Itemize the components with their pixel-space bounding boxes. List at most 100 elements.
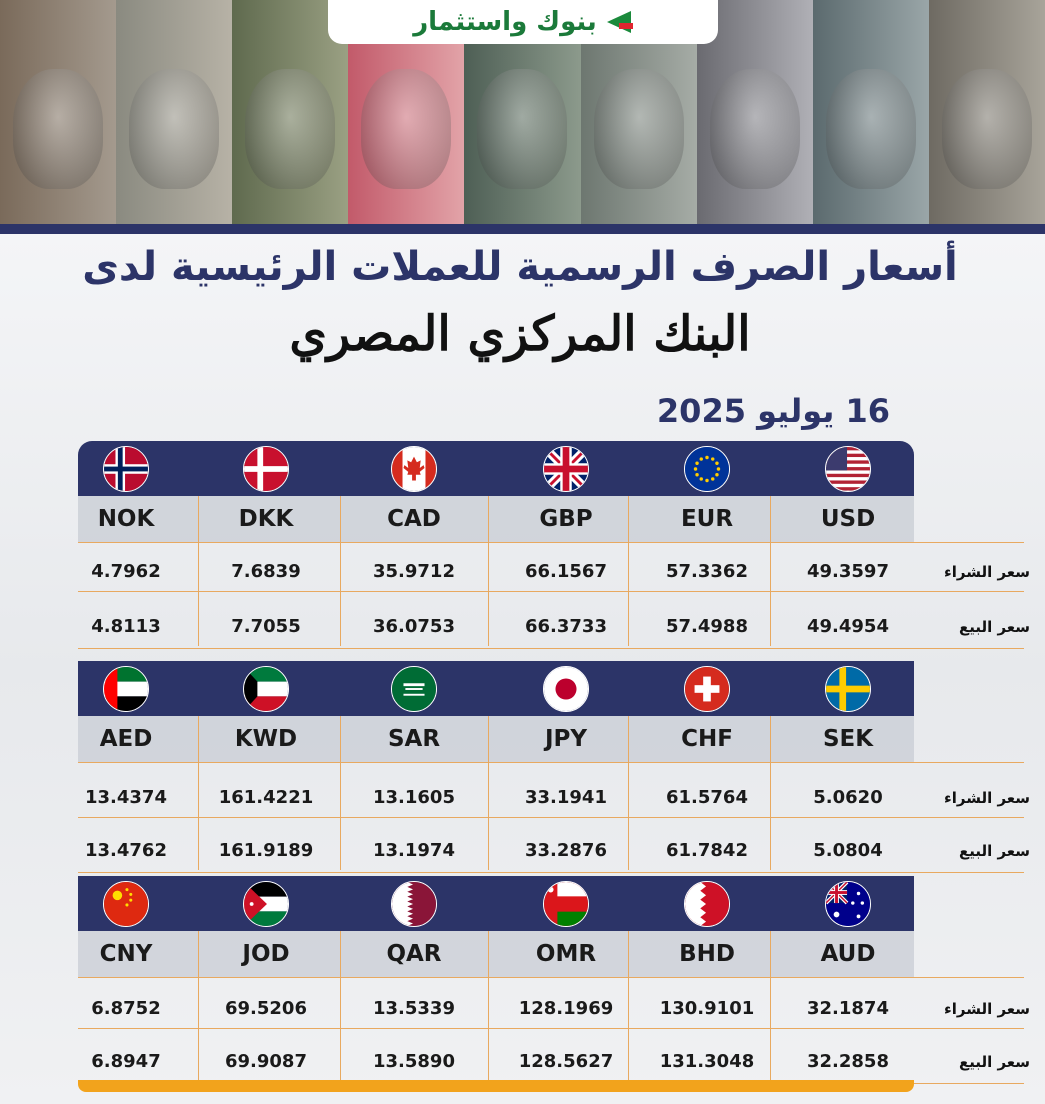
buy-rate-value: 13.1605 <box>373 787 455 808</box>
sell-rate-value: 57.4988 <box>666 616 748 637</box>
bank-name: البنك المركزي المصري <box>289 306 751 362</box>
sell-rate-value: 13.5890 <box>373 1051 455 1072</box>
column-divider <box>488 716 489 870</box>
banner-portrait-8 <box>812 0 929 230</box>
buy-rate-value: 128.1969 <box>518 998 614 1019</box>
row-divider <box>78 542 1024 543</box>
sell-rate-value: 13.1974 <box>373 840 455 861</box>
flag-header-bar <box>78 661 914 716</box>
column-divider <box>628 716 629 870</box>
currency-code: CAD <box>387 506 441 532</box>
sell-rate-value: 33.2876 <box>525 840 607 861</box>
buy-rate-label: سعر الشراء <box>944 789 1030 807</box>
row-divider <box>78 872 1024 873</box>
buy-rate-value: 5.0620 <box>813 787 883 808</box>
china-flag-icon <box>103 881 149 927</box>
currency-table-2: سعر الشراء سعر البيع SEK 5.0620 5.0804 CHF 61.… <box>78 661 1030 880</box>
column-divider <box>628 931 629 1081</box>
logo-text: بنوك واستثمار <box>413 7 597 37</box>
sell-rate-value: 66.3733 <box>525 616 607 637</box>
sell-rate-label: سعر البيع <box>958 1053 1030 1071</box>
sell-rate-value: 161.9189 <box>218 840 314 861</box>
sell-rate-value: 131.3048 <box>659 1051 755 1072</box>
buy-rate-value: 130.9101 <box>659 998 755 1019</box>
page-title: أسعار الصرف الرسمية للعملات الرئيسية لدى <box>82 244 958 290</box>
currency-code: JPY <box>544 726 588 752</box>
buy-rate-value: 32.1874 <box>807 998 889 1019</box>
qatar-flag-icon <box>391 881 437 927</box>
buy-rate-label: سعر الشراء <box>944 563 1030 581</box>
row-divider <box>78 648 1024 649</box>
saudi-flag-icon <box>391 666 437 712</box>
buy-rate-value: 6.8752 <box>91 998 161 1019</box>
buy-rate-value: 57.3362 <box>666 561 748 582</box>
column-divider <box>488 496 489 646</box>
row-divider <box>78 977 1024 978</box>
sell-rate-value: 6.8947 <box>91 1051 161 1072</box>
denmark-flag-icon <box>243 446 289 492</box>
column-divider <box>340 931 341 1081</box>
usa-flag-icon <box>825 446 871 492</box>
oman-flag-icon <box>543 881 589 927</box>
column-divider <box>198 496 199 646</box>
sell-rate-label: سعر البيع <box>958 842 1030 860</box>
eu-flag-icon <box>684 446 730 492</box>
flag-header-bar <box>78 441 914 496</box>
currency-code: NOK <box>97 506 155 532</box>
currency-code: SAR <box>387 726 441 752</box>
row-divider <box>78 817 1024 818</box>
currency-code: EUR <box>680 506 734 532</box>
buy-rate-label: سعر الشراء <box>944 1000 1030 1018</box>
currency-table-1: سعر الشراء سعر البيع USD 49.3597 49.4954 EUR 5… <box>78 441 1030 656</box>
banner-portrait-1 <box>0 0 117 230</box>
sell-rate-value: 36.0753 <box>373 616 455 637</box>
currency-code: AUD <box>820 941 876 967</box>
sell-rate-value: 5.0804 <box>813 840 883 861</box>
banner-divider <box>0 224 1045 234</box>
flag-header-bar <box>78 876 914 931</box>
buy-rate-value: 35.9712 <box>373 561 455 582</box>
currency-code-bar <box>78 931 914 977</box>
jordan-flag-icon <box>243 881 289 927</box>
logo-arrow-icon <box>606 11 633 33</box>
sell-rate-value: 49.4954 <box>807 616 889 637</box>
column-divider <box>488 931 489 1081</box>
canada-flag-icon <box>391 446 437 492</box>
uk-flag-icon <box>543 446 589 492</box>
currency-code: OMR <box>535 941 597 967</box>
currency-table-3: سعر الشراء سعر البيع AUD 32.1874 32.2858 BHD 1… <box>78 876 1030 1091</box>
bahrain-flag-icon <box>684 881 730 927</box>
row-divider <box>78 762 1024 763</box>
logo: بنوك واستثمار <box>328 0 718 44</box>
currency-code: CHF <box>681 726 733 752</box>
date-label: 16 يوليو 2025 <box>656 392 890 430</box>
switzerland-flag-icon <box>684 666 730 712</box>
sell-rate-value: 13.4762 <box>85 840 167 861</box>
sell-rate-label: سعر البيع <box>958 618 1030 636</box>
currency-code: GBP <box>539 506 593 532</box>
buy-rate-value: 49.3597 <box>807 561 889 582</box>
column-divider <box>340 716 341 870</box>
buy-rate-value: 61.5764 <box>666 787 748 808</box>
column-divider <box>340 496 341 646</box>
column-divider <box>198 931 199 1081</box>
uae-flag-icon <box>103 666 149 712</box>
column-divider <box>198 716 199 870</box>
australia-flag-icon <box>825 881 871 927</box>
currency-code: KWD <box>234 726 298 752</box>
row-divider <box>78 591 1024 592</box>
sell-rate-value: 128.5627 <box>518 1051 614 1072</box>
buy-rate-value: 4.7962 <box>91 561 161 582</box>
japan-flag-icon <box>543 666 589 712</box>
currency-code: USD <box>820 506 876 532</box>
row-divider <box>78 1028 1024 1029</box>
buy-rate-value: 33.1941 <box>525 787 607 808</box>
buy-rate-value: 66.1567 <box>525 561 607 582</box>
currency-code: DKK <box>238 506 294 532</box>
banner-portrait-9 <box>928 0 1045 230</box>
currency-code: BHD <box>679 941 735 967</box>
sweden-flag-icon <box>825 666 871 712</box>
sell-rate-value: 7.7055 <box>231 616 301 637</box>
currency-code: QAR <box>386 941 442 967</box>
currency-code-bar <box>78 496 914 542</box>
